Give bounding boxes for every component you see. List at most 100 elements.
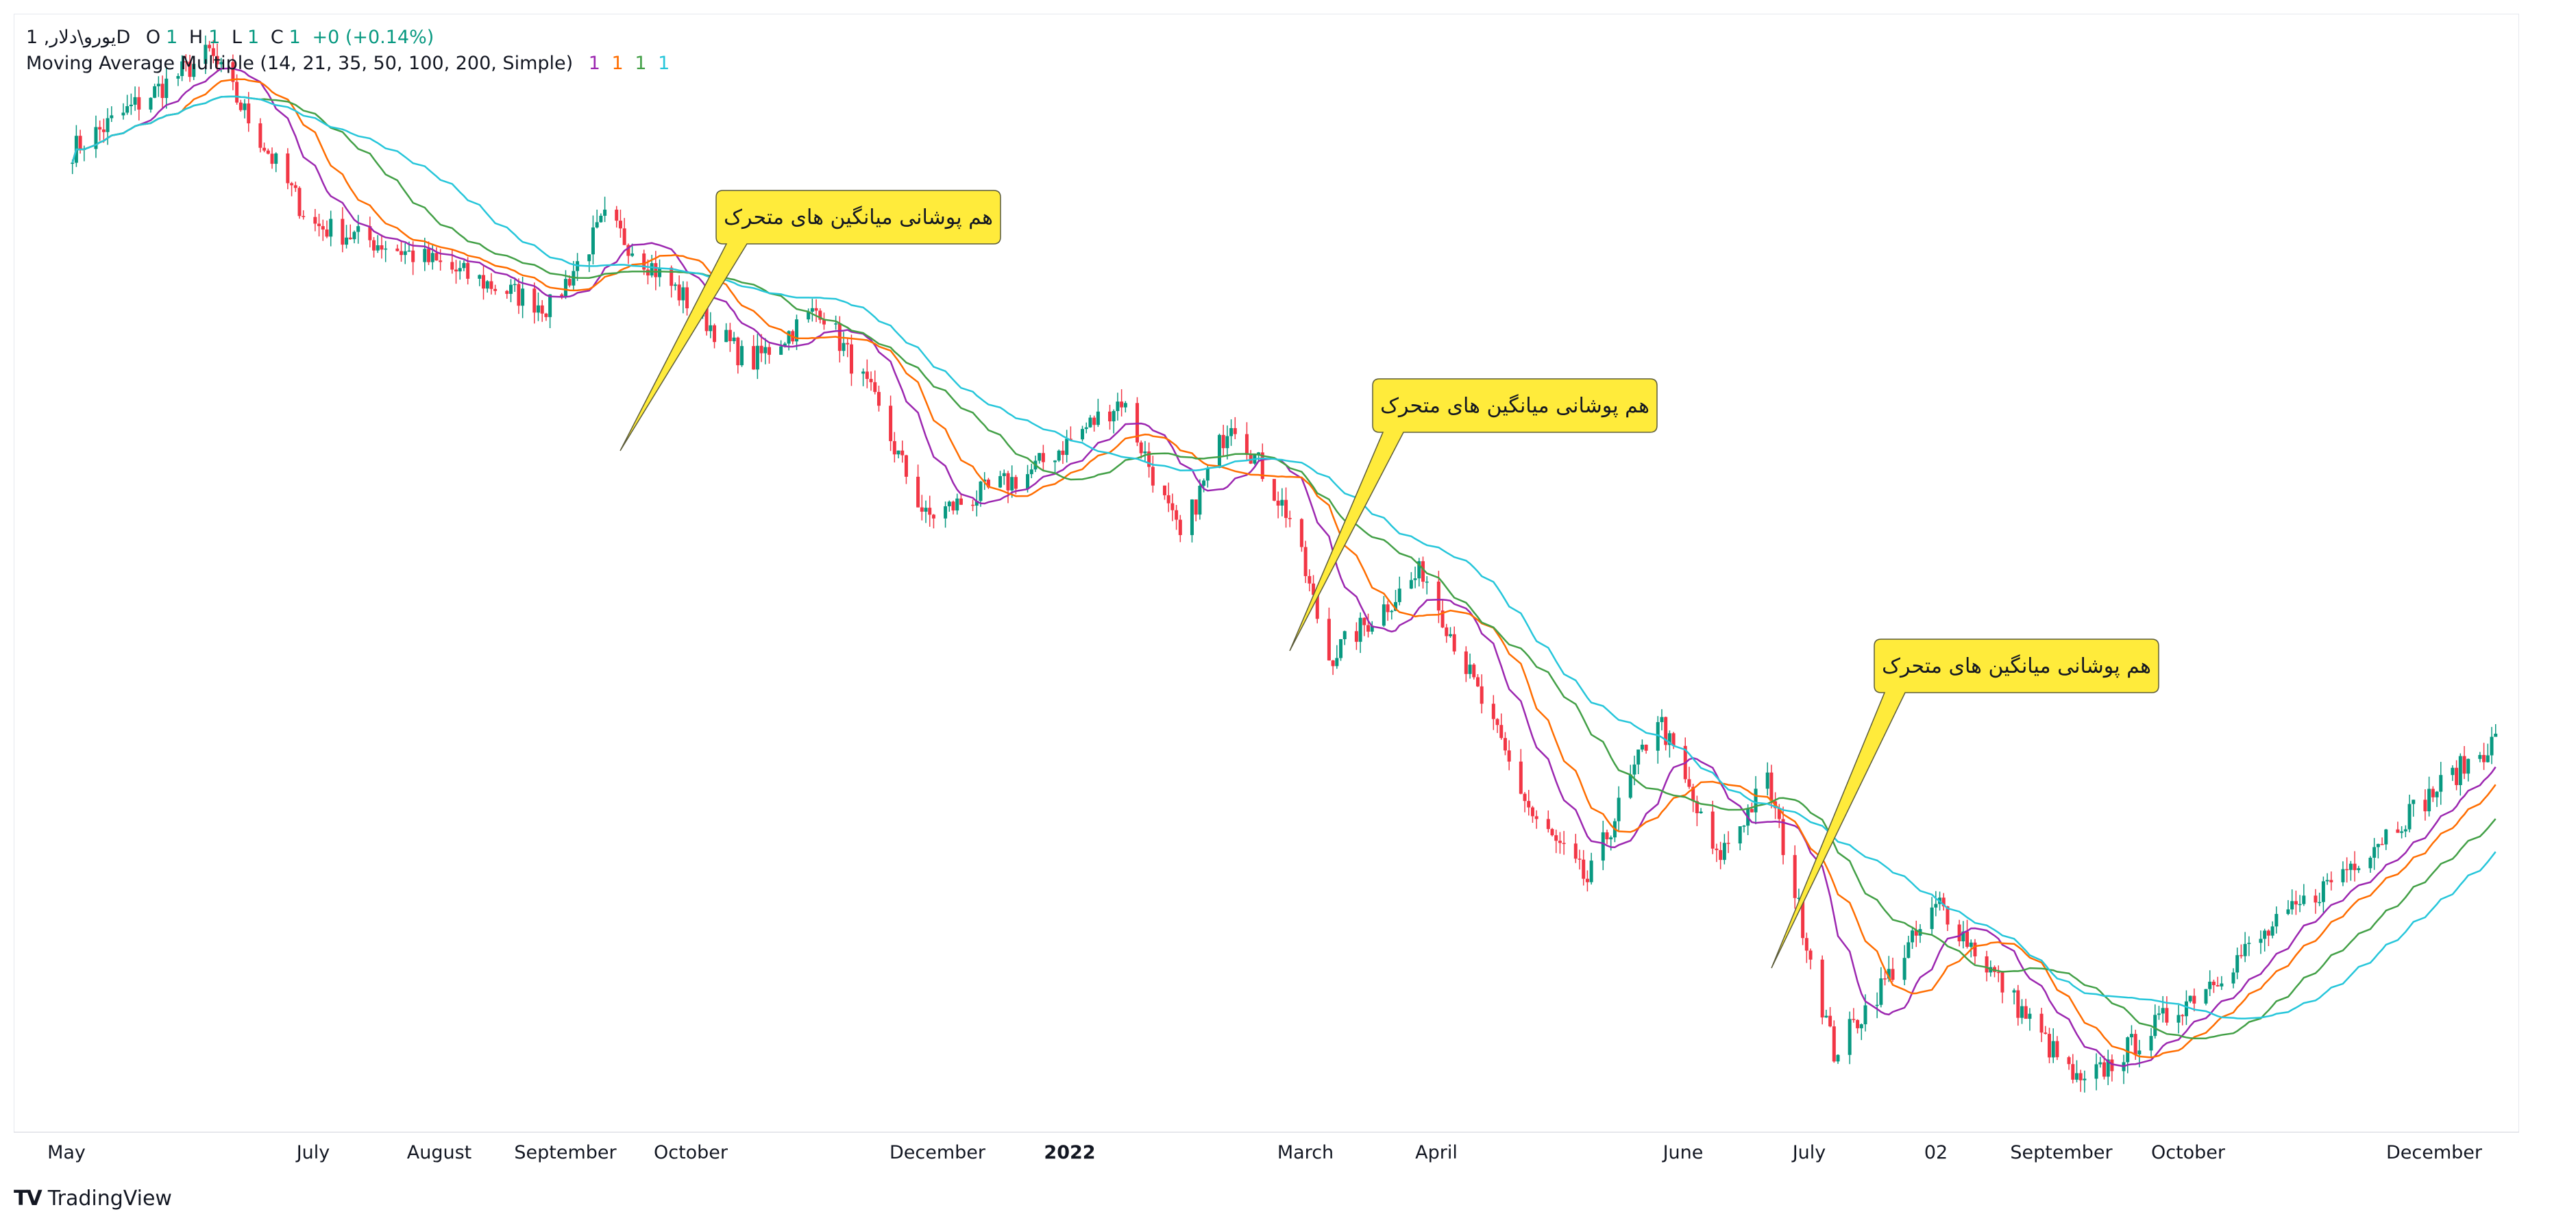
ma35-line: [71, 95, 2497, 1039]
candle-down: [1315, 595, 1319, 619]
candle-down: [2165, 1008, 2169, 1023]
candle-down: [1288, 518, 1292, 519]
candle-down: [1452, 634, 1456, 652]
callout-note[interactable]: هم پوشانی میانگین های متحرک: [620, 190, 1001, 451]
candle-up: [1628, 774, 1632, 798]
candle-up: [834, 323, 838, 325]
candle-up: [180, 61, 184, 77]
candle-down: [1464, 651, 1468, 674]
candle-up: [2137, 1050, 2142, 1054]
candle-down: [752, 346, 756, 370]
candle-down: [869, 379, 873, 382]
candle-down: [900, 450, 905, 456]
candle-up: [204, 45, 208, 64]
candle-down: [2016, 990, 2020, 1018]
candle-down: [266, 150, 270, 154]
candle-down: [904, 455, 908, 477]
candle-up: [1397, 588, 1401, 602]
candle-down: [560, 294, 564, 297]
candle-up: [129, 104, 133, 106]
candle-up: [1640, 745, 1644, 750]
candle-down: [1996, 971, 2000, 974]
candle-down: [1491, 704, 1495, 719]
price-axis[interactable]: [2519, 14, 2562, 1173]
candle-down: [1475, 677, 1480, 686]
candle-down: [1554, 835, 1558, 841]
time-axis[interactable]: May July August September October Decemb…: [14, 1132, 2519, 1174]
candle-down: [1445, 627, 1449, 636]
candle-down: [368, 226, 372, 240]
x-tick-label: September: [2010, 1142, 2113, 1163]
candle-down: [1331, 660, 1335, 667]
candle-down: [1362, 617, 1366, 625]
candle-down: [1820, 959, 1824, 1018]
candle-up: [2486, 755, 2490, 763]
close-label: C: [270, 27, 284, 48]
candle-down: [1585, 878, 1589, 882]
candle-down: [971, 504, 975, 506]
candle-down: [101, 129, 106, 132]
x-tick-label: June: [1663, 1142, 1704, 1163]
ma-indicator-title[interactable]: Moving Average Multiple (14, 21, 35, 50,…: [26, 53, 574, 74]
candle-down: [931, 515, 935, 519]
candle-down: [482, 275, 485, 289]
candle-up: [1417, 561, 1421, 579]
low-value: 1: [247, 27, 260, 48]
candle-down: [317, 223, 321, 227]
candle-down: [1534, 816, 1538, 819]
candle-up: [2384, 829, 2388, 845]
candle-down: [642, 253, 646, 270]
candle-up: [1875, 1004, 1879, 1006]
candle-down: [1436, 581, 1440, 611]
candle-down: [2044, 1032, 2048, 1034]
ma50-value: 1: [658, 53, 670, 74]
candle-down: [270, 153, 274, 164]
candle-up: [2204, 989, 2208, 1004]
candle-down: [1644, 745, 1648, 751]
candle-down: [2353, 863, 2357, 871]
candle-down: [235, 82, 239, 103]
candle-down: [865, 371, 869, 380]
candle-down: [1276, 500, 1280, 506]
candle-down: [293, 185, 297, 188]
candle-up: [407, 250, 411, 252]
callout-shape: [1771, 639, 2159, 969]
candle-down: [2181, 1015, 2185, 1017]
candle-down: [1006, 473, 1010, 491]
candle-up: [1225, 436, 1229, 449]
candle-up: [1617, 797, 1621, 821]
candle-down: [372, 240, 376, 251]
ma14-value: 1: [588, 53, 600, 74]
x-tick-label: 2022: [1044, 1142, 1096, 1163]
candle-up: [2247, 943, 2251, 944]
candle-down: [1421, 561, 1425, 582]
candle-up: [1765, 772, 1769, 789]
candle-up: [2020, 1006, 2024, 1018]
chart-frame[interactable]: [14, 14, 2519, 1173]
callout-note[interactable]: هم پوشانی میانگین های متحرک: [1771, 639, 2159, 969]
ma21-line: [71, 78, 2497, 1058]
candle-down: [2482, 755, 2486, 763]
candle-up: [1229, 427, 1234, 436]
candle-down: [736, 337, 740, 366]
price-plot[interactable]: هم پوشانی میانگین های متحرک هم پوشانی میا…: [14, 14, 2519, 1132]
symbol-label[interactable]: 1 ,یورو\دلارD: [26, 27, 131, 48]
candle-up: [2094, 1064, 2098, 1079]
candle-up: [548, 294, 552, 317]
candle-down: [1550, 829, 1554, 836]
callout-note[interactable]: هم پوشانی میانگین های متحرک: [1289, 378, 1658, 652]
candle-up: [947, 501, 951, 507]
candle-down: [1519, 761, 1523, 794]
candle-up: [998, 475, 1003, 488]
candle-up: [2302, 895, 2306, 904]
callouts-layer: هم پوشانی میانگین های متحرک هم پوشانی میا…: [620, 190, 2159, 969]
candle-down: [1495, 719, 1499, 726]
candle-down: [1527, 801, 1531, 808]
brand-footer[interactable]: TV TradingView: [14, 1187, 172, 1211]
candle-up: [2372, 847, 2377, 858]
candle-down: [1726, 843, 1730, 844]
candle-down: [2055, 1041, 2059, 1058]
candle-up: [2231, 972, 2235, 984]
candle-down: [876, 392, 881, 406]
candle-down: [2396, 829, 2400, 833]
